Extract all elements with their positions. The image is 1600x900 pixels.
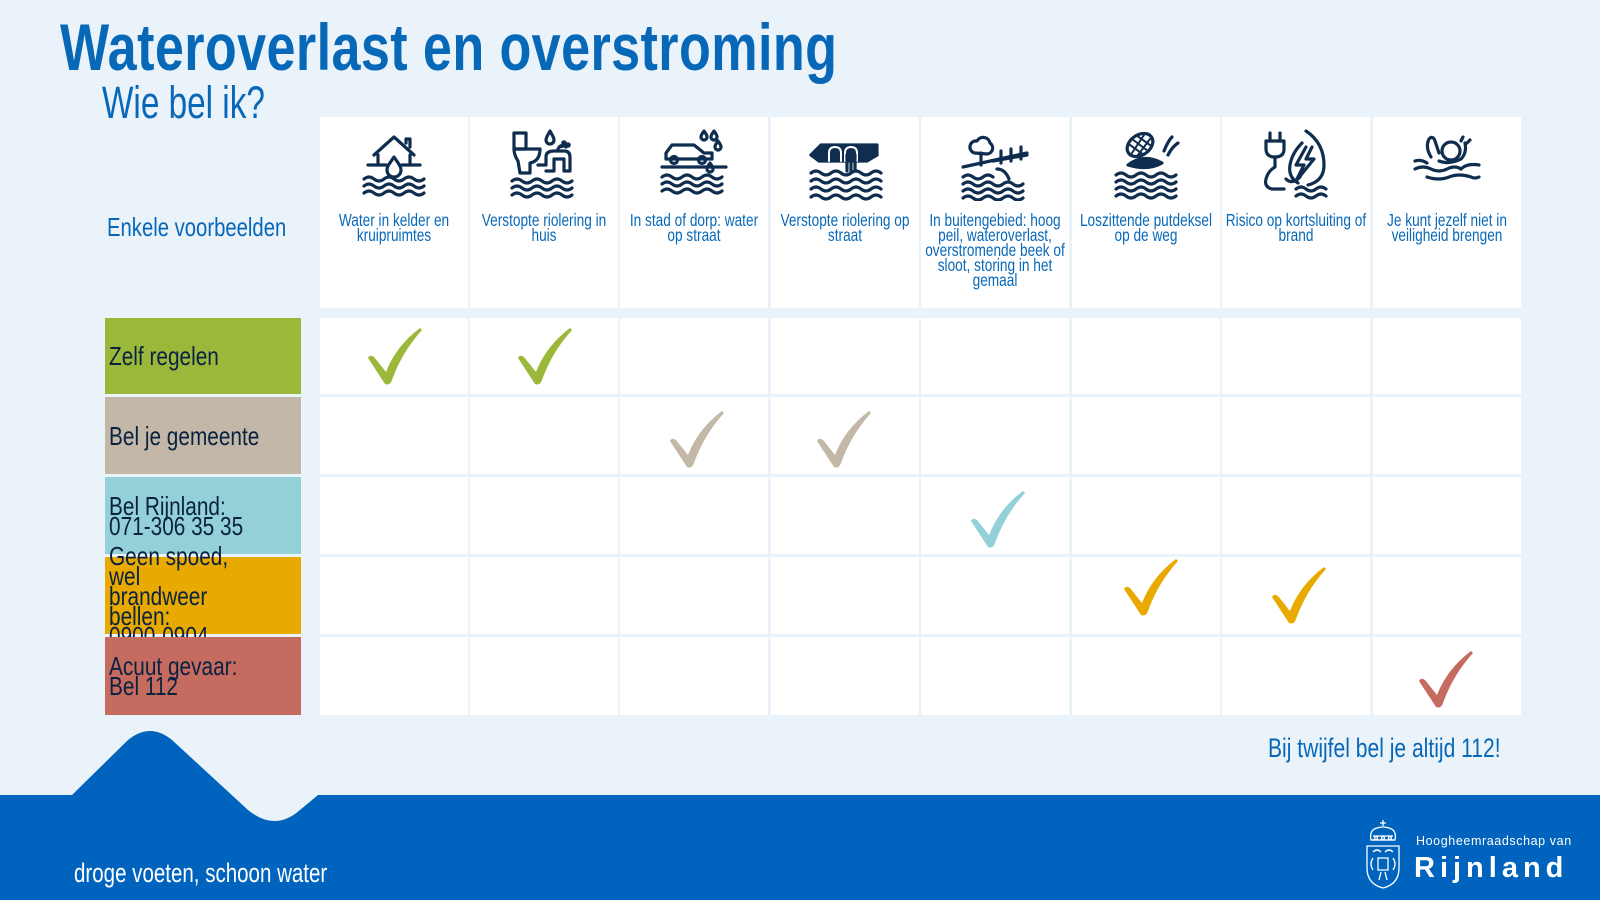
org-name: Rijnland — [1414, 852, 1569, 884]
check-icon — [817, 411, 871, 468]
matrix-cell — [1373, 637, 1521, 715]
matrix-cell — [1072, 637, 1220, 715]
column-label: In buitengebied: hoog peil, wateroverlas… — [925, 210, 1065, 290]
matrix-cell — [1222, 477, 1370, 554]
matrix-cell — [921, 637, 1069, 715]
column-header-rural: In buitengebied: hoog peil, wateroverlas… — [921, 117, 1069, 308]
examples-label: Enkele voorbeelden — [107, 212, 287, 242]
matrix-cell — [1373, 557, 1521, 634]
check-icon — [1419, 651, 1473, 708]
matrix-cell — [320, 397, 468, 474]
doubt-call-112-note: Bij twijfel bel je altijd 112! — [1268, 733, 1501, 763]
clogged-toilet-drain-icon — [510, 129, 574, 199]
matrix-cell — [1072, 557, 1220, 634]
row-label-emergency: Acuut gevaar: Bel 112 — [105, 637, 301, 715]
flooded-street-car-icon — [660, 129, 728, 195]
page-title: Wateroverlast en overstroming — [60, 10, 838, 84]
column-label: Risico op kortsluiting of brand — [1225, 210, 1367, 245]
matrix-cell — [320, 477, 468, 554]
matrix-cell — [771, 557, 919, 634]
matrix-cell — [620, 477, 768, 554]
column-header-street-water: In stad of dorp: water op straat — [620, 117, 768, 308]
matrix-cell — [921, 318, 1069, 394]
tagline: droge voeten, schoon water — [74, 858, 328, 888]
matrix-cell — [1072, 397, 1220, 474]
matrix-cell — [470, 318, 618, 394]
rijnland-crest-icon — [1366, 820, 1400, 889]
matrix-cell — [771, 477, 919, 554]
matrix-cell — [320, 318, 468, 394]
column-label: Verstopte riolering op straat — [780, 210, 910, 245]
check-icon — [368, 328, 422, 385]
matrix-cell — [320, 637, 468, 715]
matrix-cell — [1222, 397, 1370, 474]
matrix-cell — [1072, 318, 1220, 394]
matrix-cell — [1373, 477, 1521, 554]
matrix-cell — [620, 637, 768, 715]
column-label: Verstopte riolering in huis — [481, 210, 607, 245]
loose-manhole-cover-icon — [1114, 131, 1180, 200]
check-icon — [518, 328, 572, 385]
row-label-rijnland: Bel Rijnland: 071-306 35 35 — [105, 477, 301, 554]
matrix-cell — [470, 637, 618, 715]
column-label: Water in kelder en kruipruimtes — [338, 210, 450, 245]
matrix-cell — [771, 318, 919, 394]
check-icon — [971, 491, 1025, 548]
drowning-person-icon — [1413, 135, 1481, 181]
matrix-cell — [1373, 318, 1521, 394]
flooded-house-icon — [362, 135, 426, 197]
matrix-cell — [1373, 397, 1521, 474]
matrix-cell — [771, 397, 919, 474]
column-header-drowning: Je kunt jezelf niet in veiligheid brenge… — [1373, 117, 1521, 308]
row-label-fire-brigade: Geen spoed, wel brandweer bellen: 0900-0… — [105, 543, 301, 649]
column-header-basement-water: Water in kelder en kruipruimtes — [320, 117, 468, 308]
matrix-cell — [1222, 318, 1370, 394]
matrix-cell — [921, 477, 1069, 554]
matrix-cell — [470, 397, 618, 474]
column-header-street-sewer: Verstopte riolering op straat — [771, 117, 919, 308]
matrix-cell — [921, 397, 1069, 474]
check-icon — [1272, 567, 1326, 624]
matrix-cell — [1072, 477, 1220, 554]
matrix-cell — [470, 557, 618, 634]
check-icon — [1124, 559, 1178, 616]
matrix-cell — [620, 397, 768, 474]
matrix-cell — [620, 318, 768, 394]
column-label: In stad of dorp: water op straat — [629, 210, 759, 245]
org-prefix: Hoogheemraadschap van — [1416, 834, 1572, 848]
matrix-cell — [771, 637, 919, 715]
row-label-municipality: Bel je gemeente — [105, 397, 301, 474]
page-subtitle: Wie bel ik? — [102, 77, 265, 128]
short-circuit-fire-icon — [1264, 129, 1328, 200]
check-icon — [670, 411, 724, 468]
matrix-cell — [320, 557, 468, 634]
column-header-short-circuit: Risico op kortsluiting of brand — [1222, 117, 1370, 308]
row-label-self: Zelf regelen — [105, 318, 301, 394]
street-sewer-overflow-icon — [809, 143, 883, 201]
rural-flooding-icon — [961, 135, 1029, 201]
column-header-house-sewer: Verstopte riolering in huis — [470, 117, 618, 308]
matrix-cell — [1222, 637, 1370, 715]
matrix-cell — [921, 557, 1069, 634]
matrix-cell — [470, 477, 618, 554]
column-label: Je kunt jezelf niet in veiligheid brenge… — [1387, 210, 1507, 245]
column-label: Loszittende putdeksel op de weg — [1079, 210, 1213, 245]
column-header-manhole: Loszittende putdeksel op de weg — [1072, 117, 1220, 308]
matrix-cell — [620, 557, 768, 634]
matrix-cell — [1222, 557, 1370, 634]
